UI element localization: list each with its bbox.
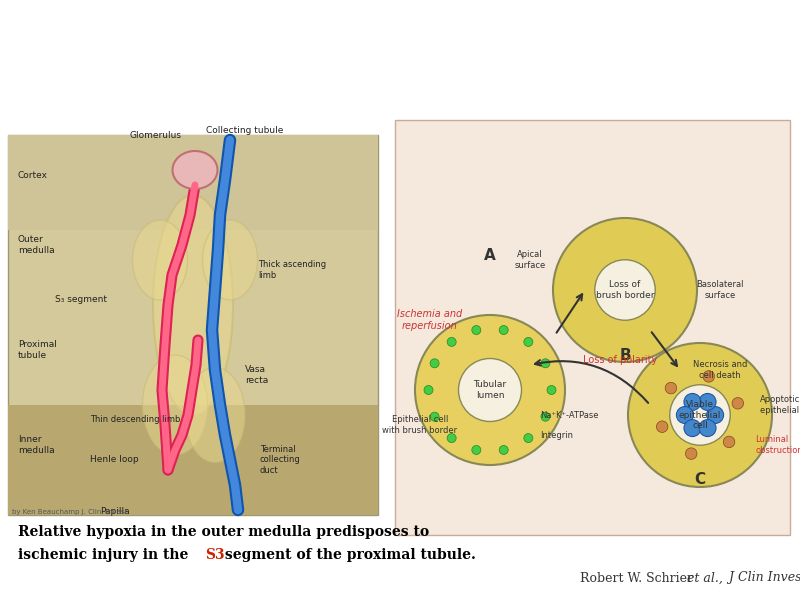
Text: Terminal
collecting
duct: Terminal collecting duct (260, 445, 301, 475)
Text: Structure changes during ischemic AKI: Structure changes during ischemic AKI (95, 8, 705, 37)
Text: Papilla: Papilla (100, 508, 130, 517)
Text: J Clin Invest: J Clin Invest (725, 571, 800, 584)
Circle shape (670, 385, 730, 445)
Text: Necrosis and
cell death: Necrosis and cell death (693, 360, 747, 380)
Text: A: A (484, 247, 496, 263)
Circle shape (628, 343, 772, 487)
Text: Apoptotic
epithelial cell: Apoptotic epithelial cell (760, 395, 800, 415)
Text: by Ken Beauchamp J. Clin. Invest: by Ken Beauchamp J. Clin. Invest (12, 509, 127, 515)
Circle shape (524, 434, 533, 443)
Text: Integrin: Integrin (540, 431, 573, 439)
Text: Apical
surface: Apical surface (514, 250, 546, 269)
Circle shape (732, 398, 743, 409)
Text: Vasa
recta: Vasa recta (245, 365, 268, 385)
Circle shape (499, 326, 508, 335)
Text: Cortex: Cortex (18, 170, 48, 179)
Circle shape (430, 412, 439, 421)
Text: Tubular
lumen: Tubular lumen (474, 380, 506, 400)
Text: C: C (694, 473, 706, 487)
Circle shape (594, 260, 655, 320)
Ellipse shape (142, 355, 207, 455)
FancyBboxPatch shape (8, 135, 378, 515)
Circle shape (699, 394, 716, 410)
Circle shape (415, 315, 565, 465)
Circle shape (541, 359, 550, 368)
Text: Proximal
tubule: Proximal tubule (18, 340, 57, 359)
Text: Epithelial cell
with brush border: Epithelial cell with brush border (382, 415, 458, 434)
Text: ischemic injury in the: ischemic injury in the (18, 548, 194, 562)
Circle shape (430, 359, 439, 368)
Circle shape (703, 371, 714, 382)
Text: Loss of polarity: Loss of polarity (583, 355, 657, 365)
Text: Thick ascending
limb: Thick ascending limb (258, 260, 326, 280)
Text: et al.,: et al., (687, 571, 723, 584)
Text: Luminal
obstruction: Luminal obstruction (755, 436, 800, 455)
Text: S3: S3 (205, 548, 225, 562)
Circle shape (447, 434, 456, 443)
Text: Basolateral
surface: Basolateral surface (696, 280, 744, 299)
Ellipse shape (133, 220, 187, 300)
Text: Ischemia and
reperfusion: Ischemia and reperfusion (398, 309, 462, 331)
Text: Glomerulus: Glomerulus (129, 131, 181, 140)
Circle shape (706, 407, 723, 424)
Text: Henle loop: Henle loop (90, 455, 138, 464)
Circle shape (499, 445, 508, 454)
Text: Viable
epithelial
cell: Viable epithelial cell (679, 400, 721, 430)
Circle shape (524, 337, 533, 346)
Text: S₃ segment: S₃ segment (55, 295, 107, 304)
Circle shape (447, 337, 456, 346)
Text: Inner
medulla: Inner medulla (18, 436, 54, 455)
Circle shape (547, 385, 556, 395)
Circle shape (472, 326, 481, 335)
Text: Collecting tubule: Collecting tubule (206, 126, 284, 135)
Ellipse shape (153, 195, 233, 415)
Text: Loss of
brush border: Loss of brush border (596, 280, 654, 299)
Text: B: B (619, 347, 631, 362)
Text: Outer
medulla: Outer medulla (18, 235, 54, 254)
Circle shape (665, 382, 677, 394)
Circle shape (677, 407, 694, 424)
Text: Thin descending limb: Thin descending limb (90, 415, 180, 425)
Text: segment of the proximal tubule.: segment of the proximal tubule. (220, 548, 476, 562)
Circle shape (699, 419, 716, 437)
FancyBboxPatch shape (8, 405, 378, 515)
Text: Relative hypoxia in the outer medulla predisposes to: Relative hypoxia in the outer medulla pr… (18, 525, 429, 539)
Circle shape (686, 448, 697, 460)
Circle shape (684, 419, 701, 437)
FancyBboxPatch shape (395, 120, 790, 535)
Circle shape (553, 218, 697, 362)
Circle shape (684, 394, 701, 410)
FancyBboxPatch shape (8, 135, 378, 515)
Ellipse shape (173, 151, 218, 189)
FancyBboxPatch shape (8, 135, 378, 230)
Ellipse shape (185, 367, 245, 463)
Circle shape (657, 421, 668, 433)
Circle shape (458, 358, 522, 421)
Circle shape (424, 385, 433, 395)
Ellipse shape (202, 220, 258, 300)
Text: Na⁺K⁺-ATPase: Na⁺K⁺-ATPase (540, 410, 598, 419)
Text: Robert W. Schrier: Robert W. Schrier (580, 571, 697, 584)
Circle shape (541, 412, 550, 421)
Circle shape (472, 445, 481, 454)
Circle shape (723, 436, 735, 448)
